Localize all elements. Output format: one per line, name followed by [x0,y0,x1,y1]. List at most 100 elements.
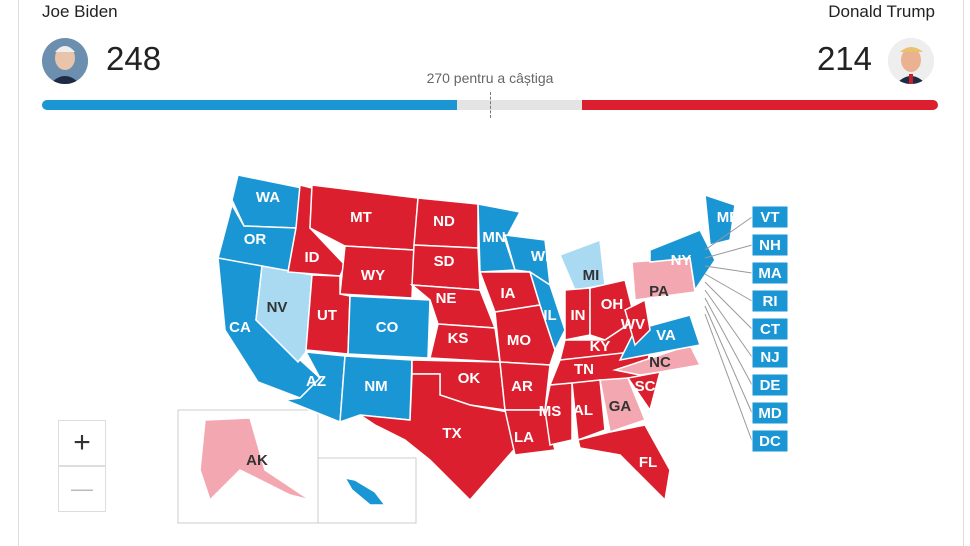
state-label: ND [433,213,455,230]
state-label: KS [448,330,469,347]
avatar [42,38,88,84]
state [359,373,519,502]
state-label: AL [573,402,593,419]
state-label: VA [656,327,676,344]
leader-line [704,313,753,442]
state-label: ID [305,249,320,266]
leader-line [704,273,753,302]
state [504,409,556,456]
state [347,295,431,359]
state [649,229,716,293]
state [343,476,387,506]
dem-bar [42,100,457,110]
inset-frame [317,457,417,524]
leader-line [704,265,753,274]
state [704,193,736,246]
state-label: IN [571,307,586,324]
state-label: SC [635,378,656,395]
state-label: NY [671,252,692,269]
small-state-box [751,233,789,257]
state-label: WV [621,316,645,333]
state [544,382,573,446]
state-label: OK [458,370,481,387]
frame [18,0,19,546]
state-label: LA [514,429,534,446]
state-label: AZ [306,373,326,390]
state-label: AK [246,452,268,469]
state-label: VT [760,209,779,226]
candidate-name: Donald Trump [828,2,935,21]
state-label: DE [760,377,781,394]
state-label: AR [511,378,533,395]
leader-line [704,216,753,251]
state-label: WY [361,267,385,284]
state [571,379,606,442]
state-label: CT [760,321,780,338]
zoom-in[interactable]: + [58,420,106,466]
state-label: NC [649,354,671,371]
small-state-box [751,205,789,229]
state [618,314,701,362]
state-label: UT [317,307,337,324]
vote-count: 214 [816,40,872,77]
state-label: CO [376,319,399,336]
state-label: PA [649,283,669,300]
state-label: OR [244,231,267,248]
small-state-box [751,345,789,369]
state-label: MS [539,403,562,420]
state-label: TN [574,361,594,378]
state [339,245,415,299]
small-state-box [751,289,789,313]
zoom-out[interactable]: — [58,466,106,512]
state-label: NV [267,299,288,316]
small-state-box [751,373,789,397]
state-label: GA [609,398,632,415]
state-label: HI [342,489,357,506]
threshold-label: 270 pentru a câștiga [426,70,554,86]
leader-line [704,297,753,386]
leader-line [704,244,753,259]
state-label: MD [758,405,781,422]
state-label: ME [717,209,740,226]
state-label: IA [501,285,516,302]
small-state-box [751,317,789,341]
state-label: NH [759,237,781,254]
state [528,270,566,352]
state-label: MI [583,267,600,284]
vote-count: 248 [106,40,162,77]
avatar [888,38,934,84]
state-label: WI [531,248,549,265]
threshold-marker [490,92,491,118]
state-label: MN [482,229,505,246]
state-label: RI [763,293,778,310]
small-state-box [751,261,789,285]
state-label: OH [601,296,624,313]
frame [963,0,964,546]
state-label: MA [758,265,781,282]
state-label: FL [639,454,657,471]
state [624,298,651,347]
state-label: NJ [760,349,779,366]
state [599,377,646,433]
state-label: TX [442,425,461,442]
leader-line [704,281,753,330]
state-label: CA [229,319,251,336]
state-label: WA [256,189,280,206]
rep-bar [582,100,938,110]
state [494,304,556,366]
state [199,417,311,502]
candidate-name: Joe Biden [42,2,118,21]
state-label: MT [350,209,372,226]
state-label: MO [507,332,531,349]
state [577,424,671,502]
small-state-box [751,401,789,425]
state-label: DC [759,433,781,450]
state-label: KY [590,338,611,355]
state-label: IL [543,307,556,324]
state-label: NE [436,290,457,307]
small-state-box [751,429,789,453]
leader-line [704,289,753,358]
state-label: SD [434,253,455,270]
